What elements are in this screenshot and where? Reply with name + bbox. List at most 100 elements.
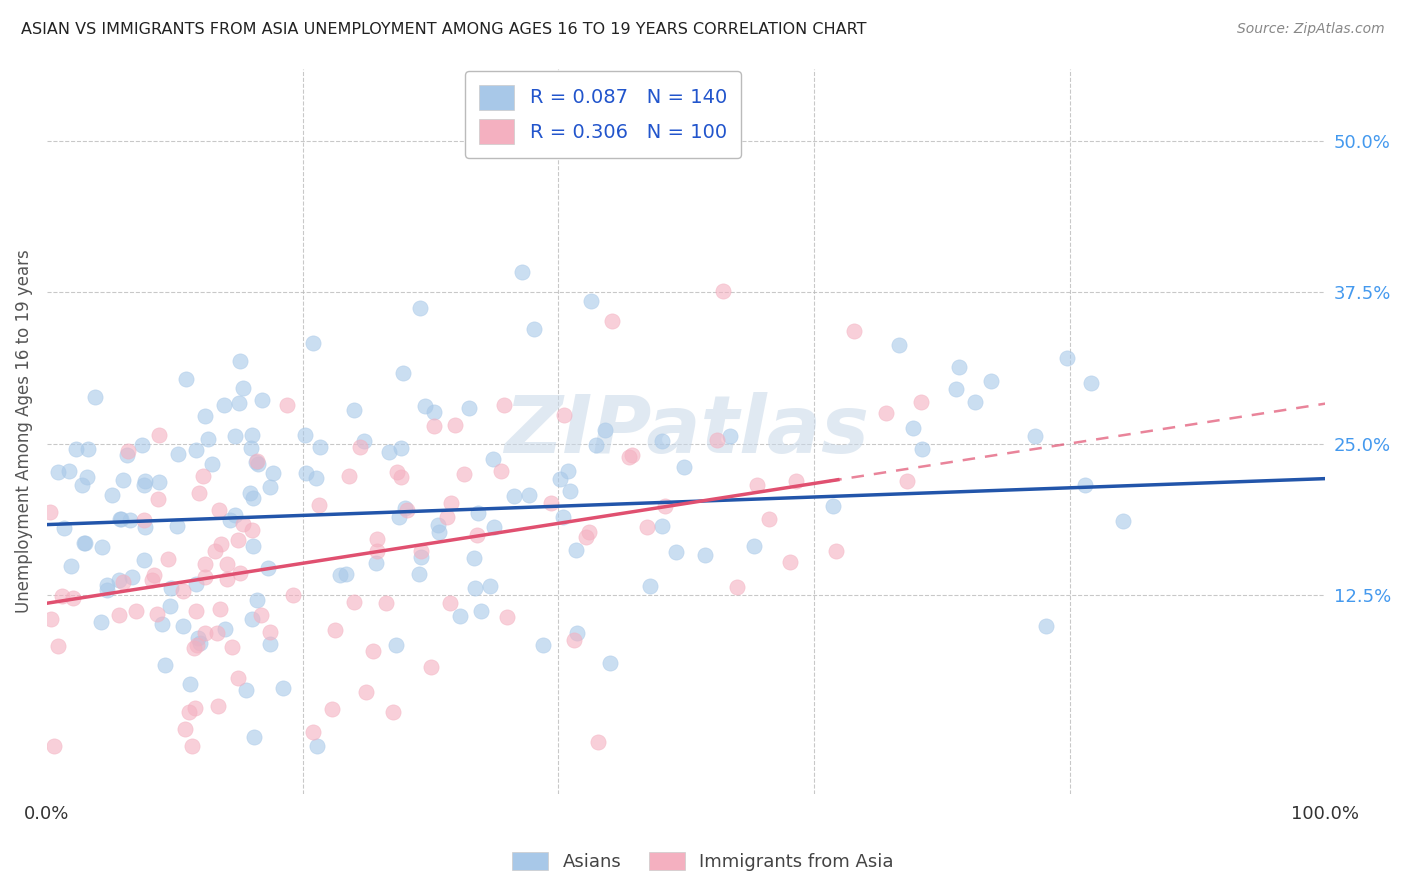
Point — [665, 545, 688, 559]
Point — [249, 607, 271, 622]
Point — [204, 544, 226, 558]
Point — [276, 398, 298, 412]
Point — [194, 569, 217, 583]
Point — [636, 520, 658, 534]
Point — [132, 478, 155, 492]
Point — [439, 496, 461, 510]
Point — [343, 594, 366, 608]
Point — [411, 549, 433, 564]
Point — [166, 519, 188, 533]
Point — [250, 393, 273, 408]
Point — [58, 464, 80, 478]
Point — [305, 471, 328, 485]
Point — [242, 491, 264, 506]
Point — [1074, 478, 1097, 492]
Point — [325, 624, 347, 638]
Point — [101, 488, 124, 502]
Point — [482, 520, 505, 534]
Point — [191, 468, 214, 483]
Point — [218, 512, 240, 526]
Point — [467, 506, 489, 520]
Point — [711, 285, 734, 299]
Point — [337, 468, 360, 483]
Point — [51, 589, 73, 603]
Point — [239, 486, 262, 500]
Point — [495, 609, 517, 624]
Point — [463, 550, 485, 565]
Point — [240, 612, 263, 626]
Point — [896, 474, 918, 488]
Point — [409, 543, 432, 558]
Point — [232, 381, 254, 395]
Point — [240, 428, 263, 442]
Point — [673, 460, 696, 475]
Point — [207, 625, 229, 640]
Point — [449, 609, 471, 624]
Point — [207, 698, 229, 713]
Point — [887, 338, 910, 352]
Point — [693, 549, 716, 563]
Point — [121, 570, 143, 584]
Point — [232, 517, 254, 532]
Point — [39, 505, 62, 519]
Point — [353, 434, 375, 448]
Point — [385, 639, 408, 653]
Point — [177, 705, 200, 719]
Point — [517, 488, 540, 502]
Point — [409, 301, 432, 316]
Point — [73, 536, 96, 550]
Point — [354, 685, 377, 699]
Point — [46, 465, 69, 479]
Point — [408, 566, 430, 581]
Point — [294, 428, 316, 442]
Point — [638, 579, 661, 593]
Point — [83, 390, 105, 404]
Point — [423, 405, 446, 419]
Point — [1035, 618, 1057, 632]
Point — [235, 683, 257, 698]
Point — [111, 473, 134, 487]
Point — [651, 519, 673, 533]
Point — [335, 566, 357, 581]
Point — [706, 433, 728, 447]
Point — [53, 521, 76, 535]
Point — [465, 527, 488, 541]
Point — [389, 441, 412, 455]
Point — [553, 510, 575, 524]
Point — [458, 401, 481, 416]
Point — [443, 418, 465, 433]
Point — [48, 639, 70, 653]
Point — [141, 573, 163, 587]
Point — [117, 448, 139, 462]
Point — [309, 440, 332, 454]
Point — [470, 604, 492, 618]
Text: Source: ZipAtlas.com: Source: ZipAtlas.com — [1237, 22, 1385, 37]
Point — [240, 523, 263, 537]
Point — [186, 442, 208, 457]
Point — [160, 581, 183, 595]
Point — [375, 596, 398, 610]
Point — [1024, 428, 1046, 442]
Point — [301, 725, 323, 739]
Point — [654, 500, 676, 514]
Point — [565, 543, 588, 558]
Point — [186, 604, 208, 618]
Point — [321, 702, 343, 716]
Point — [758, 512, 780, 526]
Point — [245, 455, 267, 469]
Point — [392, 367, 415, 381]
Point — [183, 700, 205, 714]
Point — [842, 324, 865, 338]
Point — [503, 490, 526, 504]
Point — [107, 608, 129, 623]
Legend: R = 0.087   N = 140, R = 0.306   N = 100: R = 0.087 N = 140, R = 0.306 N = 100 — [465, 71, 741, 158]
Point — [179, 677, 201, 691]
Point — [243, 730, 266, 744]
Point — [718, 428, 741, 442]
Point — [271, 681, 294, 696]
Point — [329, 568, 352, 582]
Point — [134, 474, 156, 488]
Point — [228, 396, 250, 410]
Point — [745, 477, 768, 491]
Point — [824, 544, 846, 558]
